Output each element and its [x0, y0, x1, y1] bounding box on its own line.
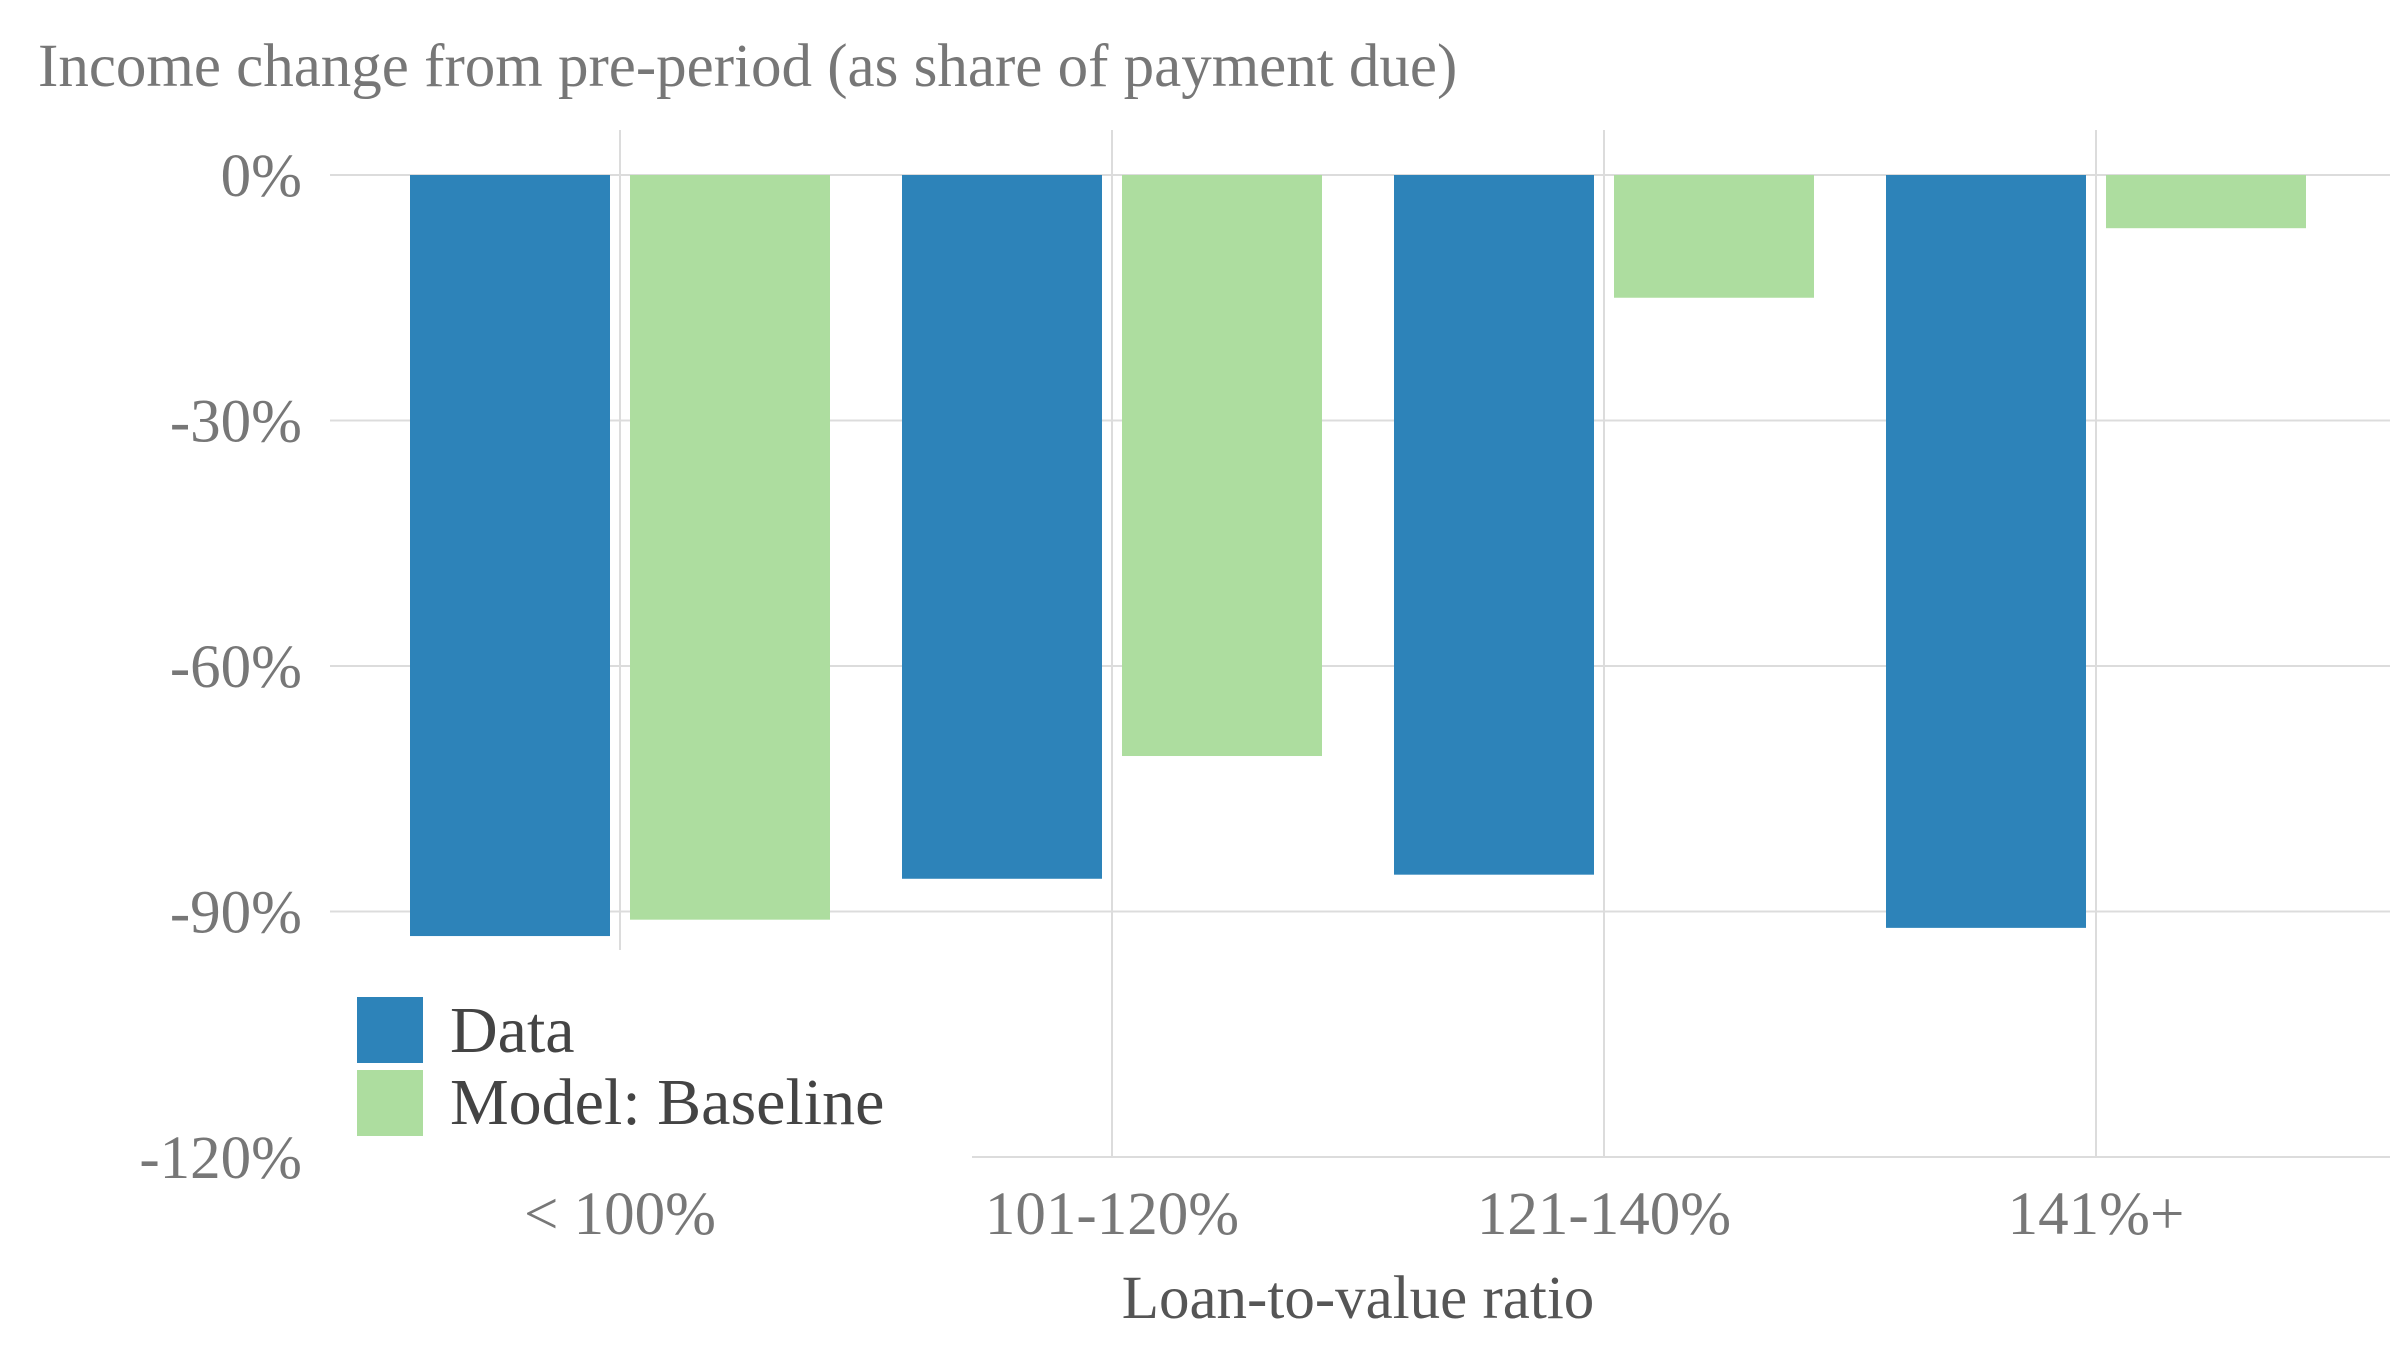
legend-swatch-model-baseline [357, 1070, 423, 1136]
x-axis-ticks: < 100% 101-120% 121-140% 141%+ [524, 1181, 2184, 1248]
bars [410, 175, 2306, 937]
chart-title: Income change from pre-period (as share … [38, 33, 1457, 100]
bar-data-0 [410, 175, 610, 937]
x-tick-label: 141%+ [2008, 1181, 2185, 1248]
bar-model-baseline-0 [630, 175, 830, 920]
y-tick-label: -90% [170, 880, 302, 947]
y-tick-label: 0% [221, 143, 302, 210]
y-axis-ticks: 0% -30% -60% -90% -120% [139, 143, 302, 1192]
legend-swatch-data [357, 997, 423, 1063]
x-tick-label: < 100% [524, 1181, 716, 1248]
bar-model-baseline-3 [2106, 175, 2306, 229]
x-tick-label: 121-140% [1477, 1181, 1731, 1248]
legend-label-model-baseline: Model: Baseline [450, 1066, 884, 1139]
legend-label-data: Data [450, 994, 575, 1067]
x-tick-label: 101-120% [985, 1181, 1239, 1248]
y-tick-label: -120% [139, 1125, 302, 1192]
bar-model-baseline-2 [1614, 175, 1814, 298]
bar-model-baseline-1 [1122, 175, 1322, 757]
bar-data-2 [1394, 175, 1594, 875]
bar-data-3 [1886, 175, 2086, 928]
x-axis-title: Loan-to-value ratio [1122, 1265, 1595, 1332]
y-tick-label: -30% [170, 389, 302, 456]
legend: Data Model: Baseline [357, 994, 884, 1139]
bar-data-1 [902, 175, 1102, 879]
y-tick-label: -60% [170, 634, 302, 701]
